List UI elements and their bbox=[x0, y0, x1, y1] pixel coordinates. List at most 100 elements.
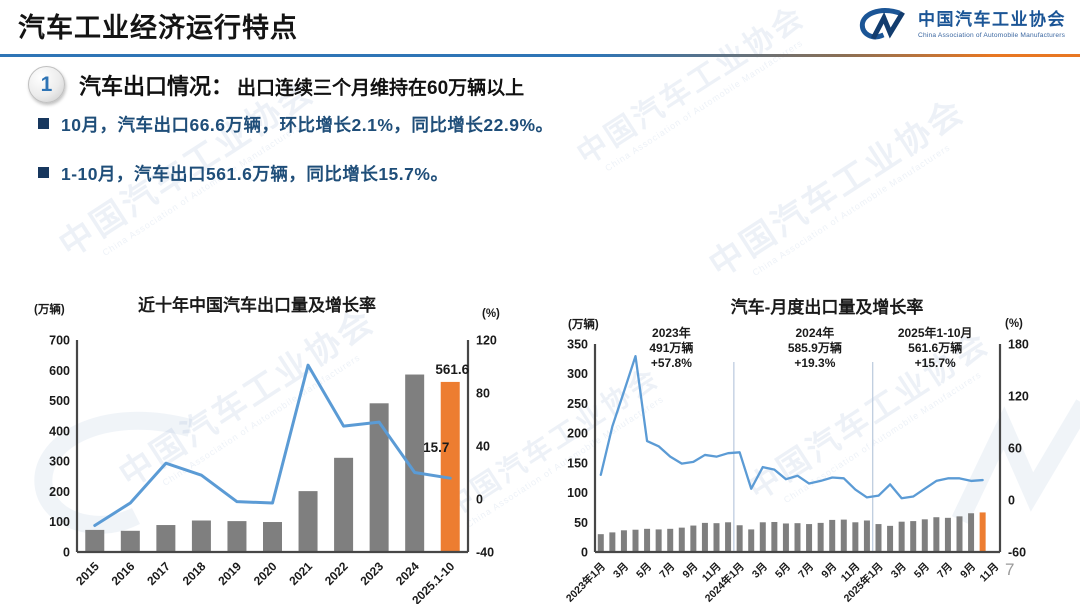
y-axis-tick-label: 0 bbox=[581, 546, 588, 560]
x-axis-tick-label: 2020 bbox=[251, 559, 280, 588]
x-axis-tick-label: 2016 bbox=[109, 559, 138, 588]
bar bbox=[713, 523, 720, 552]
growth-rate-line bbox=[599, 354, 984, 500]
annotation-text: 2023年 bbox=[652, 325, 691, 340]
y-axis-tick-label: 300 bbox=[567, 367, 588, 381]
y-axis-tick-label: 50 bbox=[574, 516, 588, 530]
annotation-text: +57.8% bbox=[651, 356, 692, 370]
bar bbox=[227, 521, 247, 552]
x-axis-tick-label: 2024 bbox=[393, 559, 422, 588]
bar bbox=[875, 524, 882, 552]
x-axis-tick-label: 3月 bbox=[611, 561, 631, 581]
y-axis-tick-label: 700 bbox=[49, 334, 70, 348]
bar bbox=[597, 534, 604, 552]
bar bbox=[644, 528, 651, 552]
bar bbox=[933, 517, 940, 552]
bar bbox=[759, 522, 766, 552]
bar bbox=[829, 519, 836, 552]
bar bbox=[609, 532, 616, 552]
annotation-text: 585.9万辆 bbox=[788, 340, 842, 355]
x-axis-tick-label: 2022 bbox=[322, 559, 351, 588]
y2-axis-tick-label: -60 bbox=[1008, 546, 1026, 560]
page-number: 7 bbox=[1005, 560, 1015, 579]
axis-unit-left: (万辆) bbox=[568, 317, 599, 331]
y2-axis-tick-label: 80 bbox=[476, 387, 490, 401]
x-axis-tick-label: 2018 bbox=[180, 559, 209, 588]
annotation-text: 2024年 bbox=[796, 325, 835, 340]
bar bbox=[667, 528, 674, 552]
bullet-item: 10月，汽车出口66.6万辆，环比增长2.1%，同比增长22.9%。 bbox=[38, 112, 554, 137]
x-axis-tick-label: 7月 bbox=[796, 561, 816, 581]
bar bbox=[263, 522, 282, 552]
bar-highlight bbox=[440, 381, 460, 552]
x-axis-tick-label: 2023 bbox=[357, 559, 386, 588]
chart-title: 汽车-月度出口量及增长率 bbox=[731, 297, 924, 317]
annotation-text: +15.7% bbox=[915, 356, 956, 370]
caam-logo: 中国汽车工业协会 China Association of Automobile… bbox=[856, 6, 1066, 44]
section-header: 1 汽车出口情况： 出口连续三个月维持在60万辆以上 bbox=[28, 66, 524, 103]
bar bbox=[840, 519, 847, 552]
bar bbox=[748, 529, 755, 552]
x-axis-tick-label: 2015 bbox=[73, 559, 102, 588]
y2-axis-tick-label: 0 bbox=[476, 493, 483, 507]
bar bbox=[968, 513, 975, 552]
annotation-text: 491万辆 bbox=[649, 340, 693, 355]
bullet-list: 10月，汽车出口66.6万辆，环比增长2.1%，同比增长22.9%。 1-10月… bbox=[38, 112, 554, 210]
bar bbox=[405, 374, 425, 552]
section-title: 汽车出口情况： 出口连续三个月维持在60万辆以上 bbox=[79, 69, 524, 101]
y2-axis-tick-label: 120 bbox=[476, 334, 497, 348]
bar bbox=[678, 527, 685, 552]
bar bbox=[632, 529, 639, 552]
annotation-text: 2025年1-10月 bbox=[898, 325, 973, 340]
y-axis-tick-label: 100 bbox=[567, 486, 588, 500]
x-axis-tick-label: 7月 bbox=[935, 561, 955, 581]
x-axis-tick-label: 3月 bbox=[750, 561, 770, 581]
bullet-square-icon bbox=[38, 167, 49, 178]
bullet-text: 10月，汽车出口66.6万辆，环比增长2.1%，同比增长22.9%。 bbox=[61, 115, 554, 135]
bar bbox=[956, 516, 963, 552]
x-axis-tick-label: 2023年1月 bbox=[563, 560, 608, 604]
y-axis-tick-label: 300 bbox=[49, 455, 70, 469]
x-axis-tick-label: 5月 bbox=[912, 561, 932, 581]
x-axis-tick-label: 2019 bbox=[215, 559, 244, 588]
y2-axis-tick-label: 40 bbox=[476, 440, 490, 454]
y-axis-tick-label: 400 bbox=[49, 424, 70, 438]
y-axis-tick-label: 150 bbox=[567, 456, 588, 470]
axis-unit-right: (%) bbox=[1005, 318, 1023, 330]
logo-org-name-en: China Association of Automobile Manufact… bbox=[918, 31, 1066, 39]
section-number: 1 bbox=[40, 72, 53, 96]
chart-title: 近十年中国汽车出口量及增长率 bbox=[138, 295, 376, 315]
y-axis-tick-label: 0 bbox=[63, 546, 70, 560]
bar bbox=[369, 403, 389, 552]
x-axis-tick-label: 11月 bbox=[978, 561, 1002, 585]
annotation-text: 561.6万辆 bbox=[908, 340, 962, 355]
bar bbox=[620, 530, 627, 552]
bar bbox=[782, 523, 789, 552]
x-axis-tick-label: 9月 bbox=[819, 561, 839, 581]
y-axis-tick-label: 100 bbox=[49, 515, 70, 529]
bar bbox=[156, 525, 176, 552]
x-axis-tick-label: 9月 bbox=[958, 561, 978, 581]
watermark: 中国汽车工业协会 China Association of Automobile … bbox=[571, 0, 811, 174]
y2-axis-tick-label: 0 bbox=[1008, 494, 1015, 508]
y2-axis-tick-label: -40 bbox=[476, 546, 494, 560]
bar bbox=[120, 530, 140, 552]
monthly-exports-svg: 汽车-月度出口量及增长率 (万辆) (%) 0 50 100 150 200 250 300 350… bbox=[563, 297, 1029, 604]
y-axis-tick-label: 200 bbox=[567, 427, 588, 441]
bar bbox=[898, 521, 905, 552]
bar bbox=[910, 521, 917, 552]
page-title: 汽车工业经济运行特点 bbox=[18, 13, 298, 43]
y-axis-tick-label: 500 bbox=[49, 394, 70, 408]
y-axis-tick-label: 250 bbox=[567, 397, 588, 411]
y2-axis-tick-label: 180 bbox=[1008, 338, 1029, 352]
bullet-text: 1-10月，汽车出口561.6万辆，同比增长15.7%。 bbox=[61, 164, 449, 184]
bullet-item: 1-10月，汽车出口561.6万辆，同比增长15.7%。 bbox=[38, 161, 554, 186]
watermark: 中国汽车工业协会 China Association of Automobile … bbox=[702, 91, 972, 285]
y-axis-tick-label: 350 bbox=[567, 338, 588, 352]
axis-unit-right: (%) bbox=[482, 308, 500, 320]
decade-exports-svg: 近十年中国汽车出口量及增长率(万辆) (%)0100200300400500600… bbox=[34, 295, 500, 604]
section-subheading: 出口连续三个月维持在60万辆以上 bbox=[237, 77, 525, 99]
header-divider bbox=[0, 54, 1080, 57]
bar bbox=[794, 523, 801, 552]
